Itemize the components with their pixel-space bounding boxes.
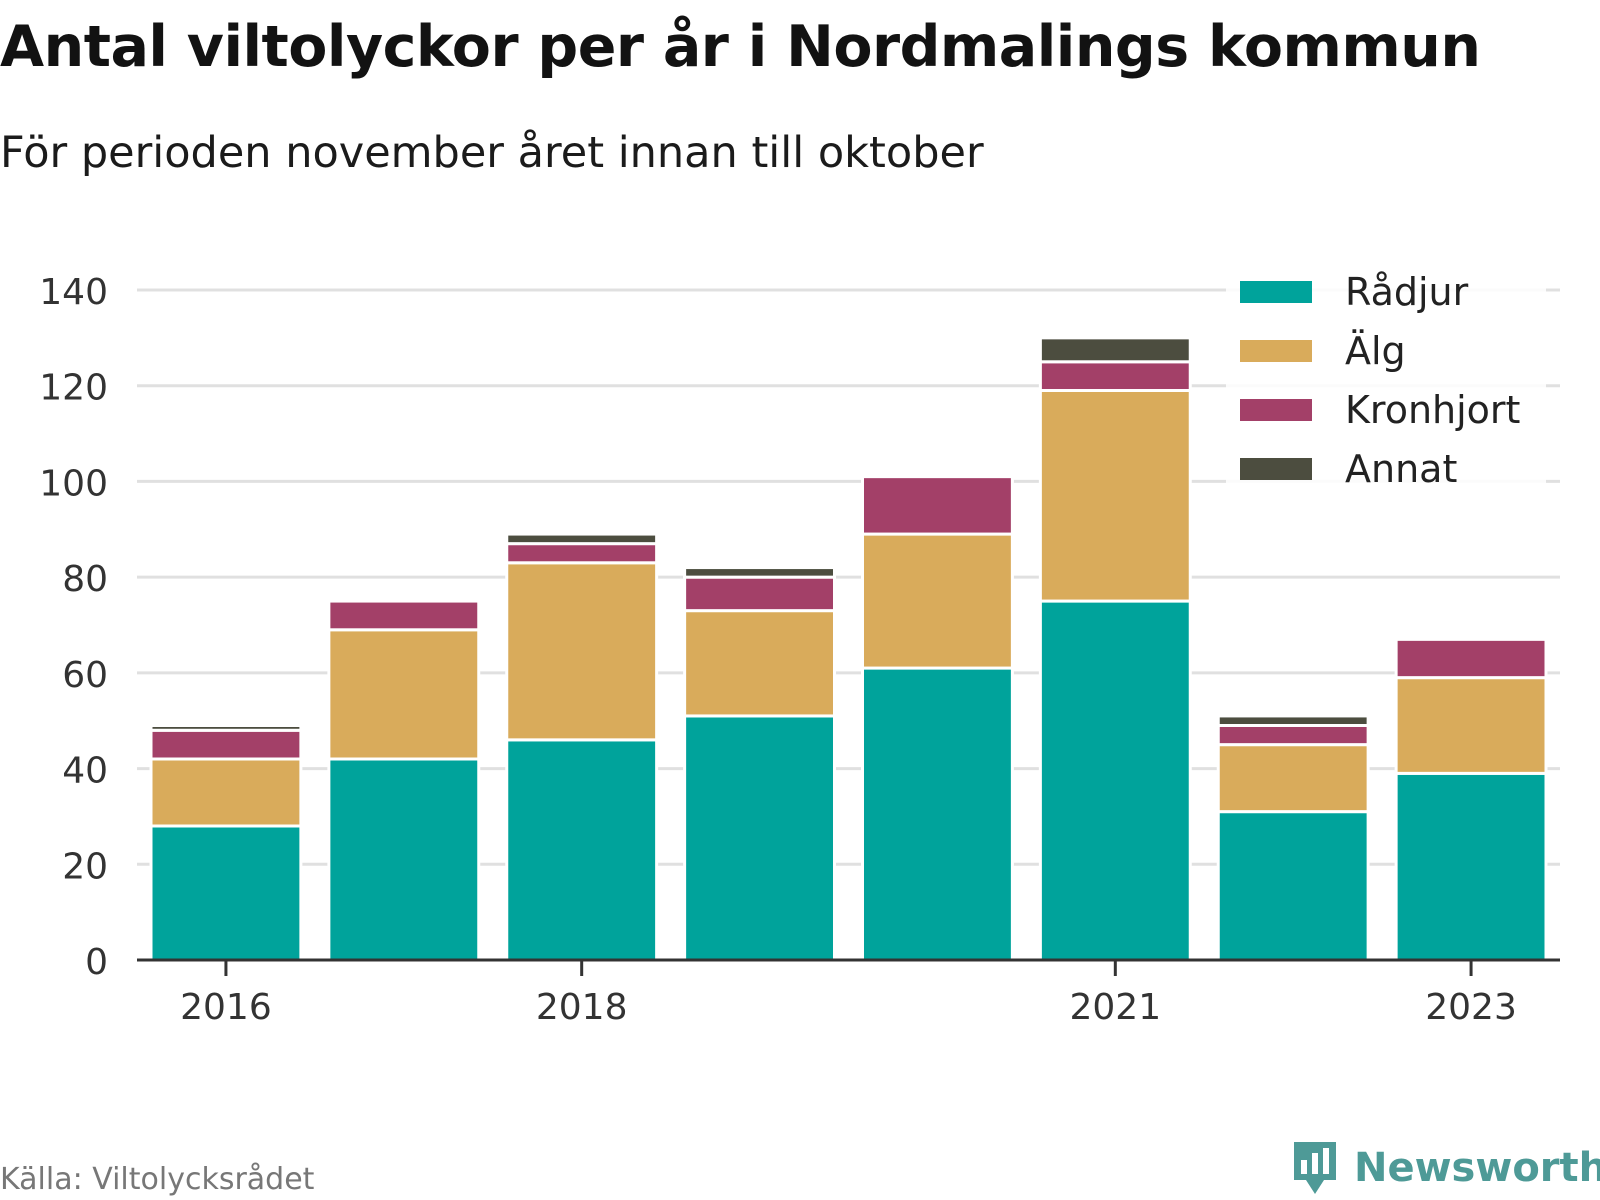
y-tick-label: 100 (39, 463, 108, 504)
bar-segment (861, 475, 1014, 536)
legend-swatch (1240, 399, 1312, 421)
chart-subtitle: För perioden november året innan till ok… (0, 128, 984, 178)
legend-swatch (1240, 340, 1312, 362)
bar-segment (505, 561, 659, 742)
x-tick-label: 2023 (1425, 987, 1517, 1028)
legend: Rådjur Älg Kronhjort Annat (1226, 262, 1546, 497)
legend-swatch (1240, 281, 1312, 303)
bar-segment (1038, 599, 1192, 962)
bar-segment (683, 714, 836, 962)
bar-segment (327, 628, 481, 761)
x-tick-label: 2018 (536, 987, 628, 1028)
axes: 0 20 40 60 80 100 120 140 2016 2018 2021 2023 (39, 272, 1560, 1028)
legend-label: Kronhjort (1345, 388, 1520, 432)
bar-segment (1216, 743, 1370, 814)
legend-label: Annat (1345, 447, 1457, 491)
bar-segment (1216, 724, 1370, 747)
bar-segment (1394, 676, 1548, 775)
bar-segment (683, 609, 836, 718)
bar-segment (861, 532, 1014, 670)
bar-segment (505, 738, 659, 962)
y-tick-label: 20 (62, 846, 108, 887)
bar-segment (1038, 389, 1192, 603)
chart-title: Antal viltolyckor per år i Nordmalings k… (0, 14, 1481, 80)
bar-segment (1394, 637, 1548, 680)
brand-name: Newsworthy (1354, 1145, 1600, 1191)
y-tick-label: 0 (85, 942, 108, 983)
y-tick-label: 120 (39, 368, 108, 409)
bar-segment (149, 728, 303, 761)
bar-segment (1038, 360, 1192, 392)
y-tick-label: 60 (62, 655, 108, 696)
bar-segment (149, 724, 303, 732)
bar-segment (149, 824, 303, 962)
bar-segment (505, 532, 659, 546)
bar-segment (1394, 771, 1548, 962)
x-tick-label: 2021 (1070, 987, 1162, 1028)
bar-segment (1038, 336, 1192, 364)
y-tick-label: 80 (62, 559, 108, 600)
bar-segment (861, 666, 1014, 962)
bar-segment (1216, 810, 1370, 962)
brand-logo: Newsworthy (1290, 1138, 1600, 1198)
x-tick-label: 2016 (180, 987, 272, 1028)
bar-segment (1216, 714, 1370, 728)
y-tick-label: 40 (62, 751, 108, 792)
legend-label: Rådjur (1345, 270, 1469, 314)
bars (149, 336, 1548, 962)
bar-segment (505, 542, 659, 565)
bar-chart-speech-bubble-icon (1294, 1142, 1336, 1194)
source-note: Källa: Viltolycksrådet (0, 1162, 315, 1197)
bar-segment (683, 566, 836, 579)
bar-segment (327, 757, 481, 962)
legend-label: Älg (1345, 329, 1406, 373)
bar-segment (683, 575, 836, 613)
y-tick-label: 140 (39, 272, 108, 313)
bar-segment (149, 757, 303, 828)
legend-swatch (1240, 458, 1312, 480)
bar-segment (327, 599, 481, 632)
